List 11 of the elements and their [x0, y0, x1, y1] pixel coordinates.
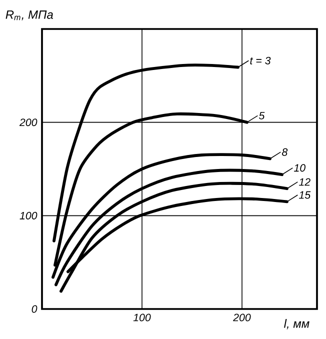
- legend-label: 8: [282, 148, 288, 156]
- legend-label: 15: [299, 191, 311, 199]
- y-tick-label: 0: [32, 305, 38, 313]
- legend-label: t = 3: [250, 56, 271, 64]
- legend-label: 5: [259, 112, 265, 120]
- y-axis-title: R$_{m}$, МПа: [6, 10, 54, 20]
- y-tick-label: 200: [19, 118, 38, 126]
- legend-label: 12: [299, 178, 310, 186]
- y-tick-label: 100: [20, 212, 38, 220]
- legend-label: 10: [294, 164, 306, 172]
- x-axis-title: l, мм: [284, 319, 310, 330]
